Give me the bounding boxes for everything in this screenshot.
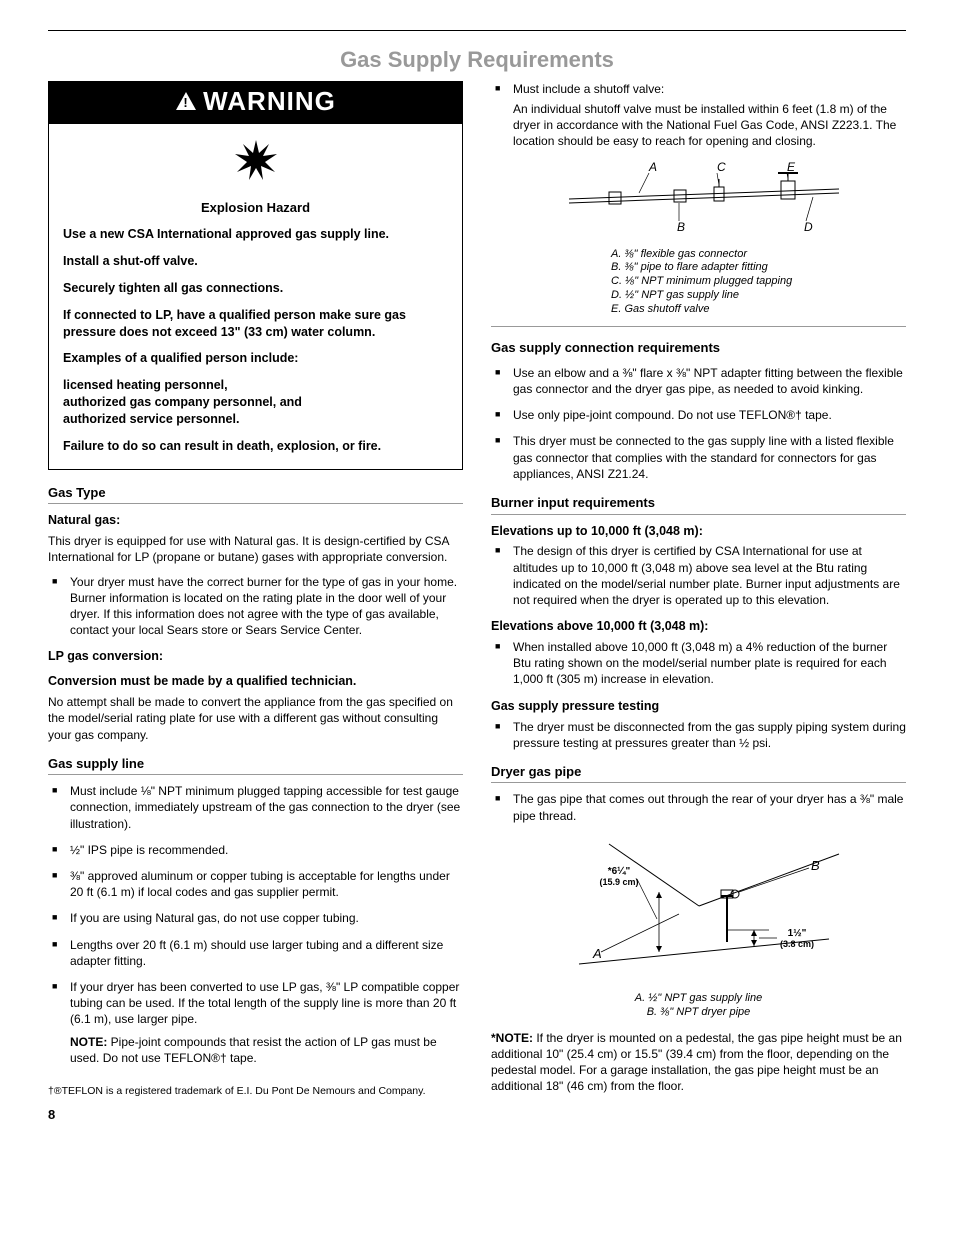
svg-text:B: B [677,220,685,234]
list-item: ⅜" approved aluminum or copper tubing is… [48,868,463,900]
svg-text:*6¼": *6¼" [607,866,630,877]
elev-up-bullets: The design of this dryer is certified by… [491,543,906,608]
warning-line: Failure to do so can result in death, ex… [63,438,448,455]
legend-item: D. ½" NPT gas supply line [611,289,906,303]
svg-text:A: A [648,160,657,174]
legend-item: B. ⅜" pipe to flare adapter fitting [611,261,906,275]
right-column: Must include a shutoff valve: An individ… [491,81,906,1124]
list-item: If you are using Natural gas, do not use… [48,910,463,926]
warning-line: Examples of a qualified person include: [63,350,448,367]
warning-body: Explosion Hazard Use a new CSA Internati… [49,124,462,468]
list-item: When installed above 10,000 ft (3,048 m)… [491,639,906,688]
warning-line: licensed heating personnel, authorized g… [63,377,448,428]
natural-gas-text: This dryer is equipped for use with Natu… [48,533,463,565]
list-item: ½" IPS pipe is recommended. [48,842,463,858]
svg-text:C: C [717,160,726,174]
warning-line: If connected to LP, have a qualified per… [63,307,448,341]
diagram-legend: A. ⅜" flexible gas connector B. ⅜" pipe … [611,248,906,317]
section-gas-supply-line: Gas supply line [48,755,463,776]
section-gas-type: Gas Type [48,484,463,505]
warning-line: Use a new CSA International approved gas… [63,226,448,243]
gas-line-note: NOTE: Pipe-joint compounds that resist t… [48,1034,463,1066]
legend-item: A. ⅜" flexible gas connector [611,248,906,262]
natural-gas-bullets: Your dryer must have the correct burner … [48,574,463,639]
svg-text:B: B [811,858,820,873]
explosion-icon [63,136,448,188]
elev-above-bullets: When installed above 10,000 ft (3,048 m)… [491,639,906,688]
svg-text:(3.8 cm): (3.8 cm) [779,939,813,949]
list-item: This dryer must be connected to the gas … [491,433,906,482]
connection-req-bullets: Use an elbow and a ⅜" flare x ⅜" NPT ada… [491,365,906,482]
page-title: Gas Supply Requirements [48,30,906,75]
dryer-pipe-diagram: *6¼" (15.9 cm) 1½" (3.8 cm) A B [491,834,906,988]
page-number: 8 [48,1106,463,1124]
svg-text:!: ! [183,95,188,110]
left-column: ! WARNING Explosion Hazard Use a new CSA… [48,81,463,1124]
list-item: Use only pipe-joint compound. Do not use… [491,407,906,423]
legend-item: E. Gas shutoff valve [611,303,906,317]
warning-box: ! WARNING Explosion Hazard Use a new CSA… [48,81,463,470]
list-item: Use an elbow and a ⅜" flare x ⅜" NPT ada… [491,365,906,397]
two-column-layout: ! WARNING Explosion Hazard Use a new CSA… [48,81,906,1124]
warning-header-text: WARNING [203,86,336,116]
dryer-pipe-note: *NOTE: If the dryer is mounted on a pede… [491,1030,906,1095]
legend-item: C. ⅛" NPT minimum plugged tapping [611,275,906,289]
svg-text:D: D [804,220,813,234]
natural-gas-heading: Natural gas: [48,512,463,529]
list-item: Must include a shutoff valve: [491,81,906,97]
legend-item: A. ½" NPT gas supply line [491,992,906,1006]
lp-conversion-text: No attempt shall be made to convert the … [48,694,463,743]
svg-text:A: A [592,946,602,961]
dryer-pipe-bullets: The gas pipe that comes out through the … [491,791,906,823]
warning-line: Securely tighten all gas connections. [63,280,448,297]
elev-up-heading: Elevations up to 10,000 ft (3,048 m): [491,523,906,540]
elev-above-heading: Elevations above 10,000 ft (3,048 m): [491,618,906,635]
hazard-title: Explosion Hazard [63,199,448,217]
lp-conversion-heading: LP gas conversion: [48,648,463,665]
section-dryer-pipe: Dryer gas pipe [491,763,906,784]
shutoff-text: An individual shutoff valve must be inst… [491,101,906,150]
list-item: Lengths over 20 ft (6.1 m) should use la… [48,937,463,969]
warning-header: ! WARNING [49,82,462,125]
svg-text:E: E [787,160,796,174]
list-item: Your dryer must have the correct burner … [48,574,463,639]
dryer-pipe-legend: A. ½" NPT gas supply line B. ⅜" NPT drye… [491,992,906,1020]
list-item: If your dryer has been converted to use … [48,979,463,1028]
shutoff-bullet: Must include a shutoff valve: [491,81,906,97]
svg-text:1½": 1½" [787,928,806,939]
section-connection-req: Gas supply connection requirements [491,339,906,357]
warning-triangle-icon: ! [175,85,197,120]
lp-conversion-sub: Conversion must be made by a qualified t… [48,673,463,690]
section-burner: Burner input requirements [491,494,906,515]
pressure-bullets: The dryer must be disconnected from the … [491,719,906,751]
gas-line-diagram: A C E B D [491,159,906,243]
legend-item: B. ⅜" NPT dryer pipe [491,1006,906,1020]
pressure-heading: Gas supply pressure testing [491,698,906,715]
list-item: The dryer must be disconnected from the … [491,719,906,751]
divider [491,326,906,327]
warning-line: Install a shut-off valve. [63,253,448,270]
teflon-footnote: †®TEFLON is a registered trademark of E.… [48,1084,463,1098]
svg-text:(15.9 cm): (15.9 cm) [599,877,638,887]
list-item: The design of this dryer is certified by… [491,543,906,608]
list-item: The gas pipe that comes out through the … [491,791,906,823]
list-item: Must include ⅛" NPT minimum plugged tapp… [48,783,463,832]
gas-supply-line-bullets: Must include ⅛" NPT minimum plugged tapp… [48,783,463,1027]
